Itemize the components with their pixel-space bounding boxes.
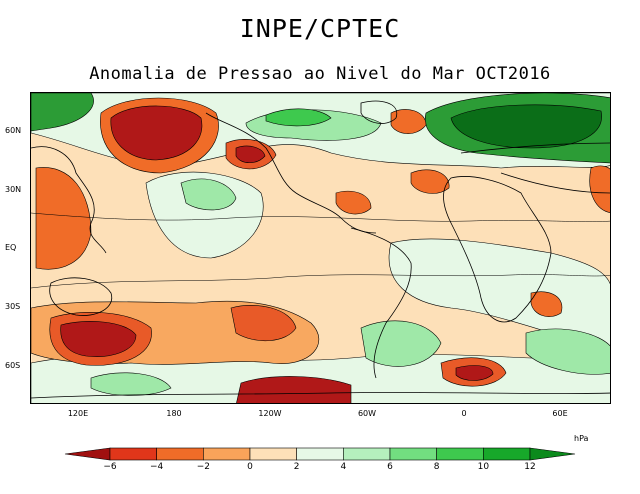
longitude-label: 120E	[67, 409, 89, 418]
coastline-australia	[49, 277, 113, 316]
latitude-label: 60S	[5, 361, 21, 370]
contour-line	[31, 212, 610, 222]
contour-line	[31, 274, 610, 289]
colorbar-tick-label: −6	[103, 462, 117, 472]
longitude-label: 180	[166, 409, 182, 418]
colorbar-cell	[343, 447, 391, 461]
coastline-greenland	[360, 100, 398, 124]
longitude-label: 60E	[552, 409, 568, 418]
negative-arabia	[589, 165, 610, 213]
latitude-label: 30N	[5, 185, 22, 194]
coastline-south-america	[350, 227, 412, 379]
positive-indian-south	[525, 328, 610, 375]
very-strong-positive-core	[450, 104, 602, 149]
negative-indian-south	[530, 291, 563, 317]
positive-central-pacific-core	[180, 178, 237, 211]
colorbar-cell	[203, 447, 251, 461]
colorbar-arrow-left	[64, 447, 111, 461]
longitude-label: 120W	[258, 409, 282, 418]
colorbar-cell	[483, 447, 531, 461]
pressure-anomaly-map	[30, 92, 611, 404]
positive-south-pacific	[90, 372, 172, 396]
strong-positive-regions	[31, 93, 610, 164]
colorbar-tick-label: 4	[340, 462, 347, 472]
strong-negative-drake	[236, 376, 352, 403]
coastline-north-america	[205, 112, 377, 234]
coastline-antarctica	[31, 392, 610, 399]
colorbar-cell	[109, 447, 157, 461]
coastline-eurasia	[460, 142, 610, 194]
negative-north-atlantic-small	[390, 109, 427, 134]
negative-caribbean	[335, 190, 372, 215]
colorbar-cell	[389, 447, 437, 461]
colorbar-tick-label: 12	[524, 462, 536, 472]
negative-north-africa	[410, 169, 450, 194]
coastline-asia-east	[31, 146, 107, 254]
colorbar-tick-label: 2	[293, 462, 300, 472]
colorbar-unit: hPa	[574, 434, 589, 443]
colorbar-cell	[249, 447, 297, 461]
colorbar-tick-label: 8	[433, 462, 440, 472]
latitude-label: 60N	[5, 126, 22, 135]
strong-negative-australia	[60, 321, 137, 357]
colorbar-cell	[436, 447, 484, 461]
map-title: INPE/CPTEC	[239, 14, 401, 43]
colorbar-cell	[156, 447, 204, 461]
strong-positive-alaska	[31, 93, 94, 132]
longitude-label: 60W	[357, 409, 377, 418]
longitude-label: 0	[461, 409, 467, 418]
strong-negative-south-atlantic-core	[455, 365, 494, 381]
map-subtitle: Anomalia de Pressao ao Nivel do Mar OCT2…	[89, 64, 551, 84]
colorbar-cells	[64, 447, 576, 461]
latitude-label: 30S	[5, 302, 21, 311]
coastlines	[31, 100, 610, 399]
colorbar-tick-label: 10	[477, 462, 490, 472]
colorbar-arrow-right	[529, 447, 576, 461]
weak-positive-indian-ocean	[388, 238, 610, 348]
colorbar-tick-label: 0	[247, 462, 253, 472]
negative-regions	[35, 97, 610, 270]
colorbar-tick-label: 6	[387, 462, 393, 472]
colorbar-cell	[296, 447, 344, 461]
negative-south-pacific-central	[230, 305, 297, 342]
strong-negative-gulf-core	[235, 145, 266, 164]
colorbar-tick-label: −2	[196, 462, 210, 472]
colorbar-tick-label: −4	[150, 462, 164, 472]
contour-lines	[31, 212, 610, 289]
latitude-label: EQ	[5, 243, 17, 252]
coastline-africa	[443, 176, 552, 323]
strong-positive-hudson	[265, 108, 332, 127]
southern-negative-regions	[31, 291, 563, 403]
strong-negative-north-pacific	[110, 105, 203, 161]
positive-south-atlantic	[360, 320, 442, 367]
